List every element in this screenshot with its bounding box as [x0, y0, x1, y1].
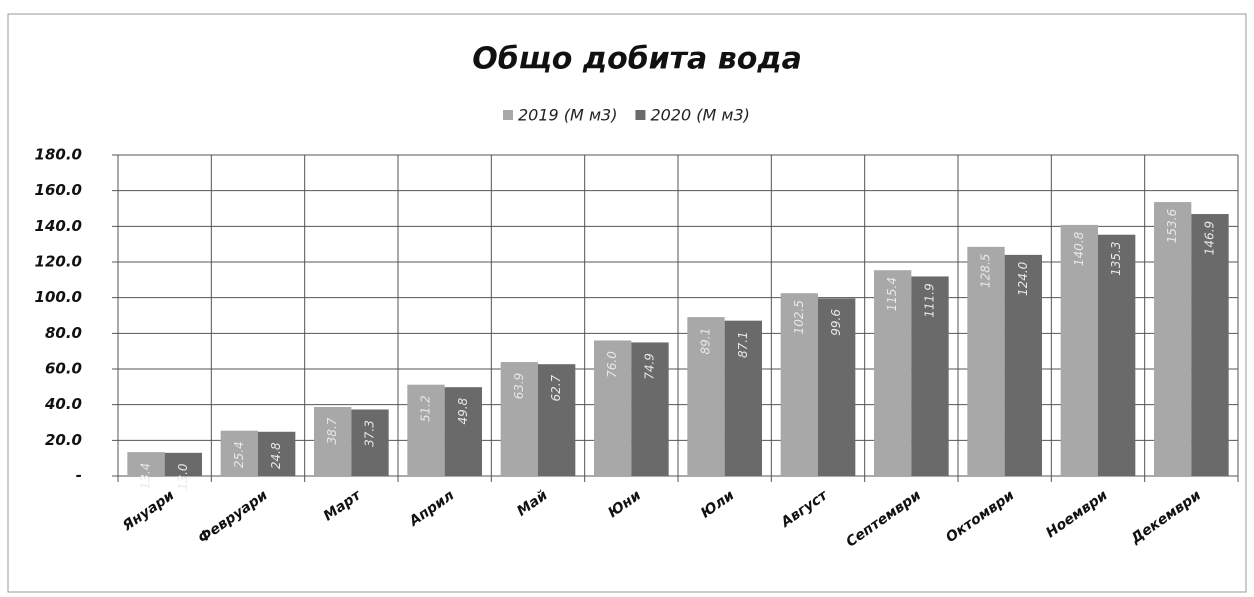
bar	[687, 317, 725, 476]
bar	[1060, 224, 1098, 476]
bar	[594, 340, 632, 476]
value-label: 146.9	[1203, 221, 1217, 255]
value-label: 128.5	[979, 254, 993, 288]
value-label: 25.4	[232, 441, 246, 468]
value-label: 153.6	[1165, 209, 1179, 244]
value-label: 62.7	[549, 374, 563, 401]
value-label: 13.4	[139, 463, 153, 490]
value-label: 140.8	[1072, 231, 1086, 266]
bar	[1004, 254, 1042, 476]
y-tick-label: 120.0	[35, 253, 82, 271]
bar	[1191, 214, 1229, 477]
y-tick-label: 160.0	[35, 181, 82, 199]
value-label: 74.9	[643, 353, 657, 380]
bar	[127, 452, 165, 476]
value-label: 111.9	[923, 283, 937, 317]
value-label: 115.4	[885, 277, 899, 311]
value-label: 38.7	[325, 417, 339, 444]
bar	[444, 387, 482, 476]
bar	[351, 409, 389, 476]
value-label: 13.0	[176, 463, 190, 490]
value-label: 124.0	[1016, 261, 1030, 296]
legend-swatch	[503, 110, 513, 120]
y-tick-label: 40.0	[44, 395, 82, 413]
value-label: 99.6	[829, 309, 843, 336]
value-label: 63.9	[512, 373, 526, 400]
value-label: 102.5	[792, 300, 806, 334]
bar	[258, 431, 296, 476]
bar	[874, 270, 912, 476]
bar	[1098, 234, 1136, 476]
bar	[407, 384, 445, 476]
legend-swatch	[635, 110, 646, 120]
y-tick-label: 80.0	[45, 324, 82, 342]
bar	[724, 320, 762, 476]
bar	[220, 430, 258, 476]
bar	[314, 406, 352, 476]
bar	[500, 362, 538, 476]
value-label: 89.1	[699, 328, 713, 355]
value-label: 24.8	[269, 442, 283, 469]
legend-label: 2020 (М м3)	[650, 106, 749, 125]
value-label: 49.8	[456, 397, 470, 424]
y-tick-label: 100.0	[35, 288, 82, 306]
y-tick-label: 140.0	[35, 217, 82, 235]
bar	[967, 246, 1005, 476]
value-label: 37.3	[363, 420, 377, 447]
y-tick-label: -	[76, 467, 82, 485]
bar	[780, 293, 818, 476]
value-label: 76.0	[605, 351, 619, 378]
bar	[1154, 202, 1192, 476]
y-tick-label: 180.0	[35, 146, 82, 164]
value-label: 51.2	[419, 395, 433, 422]
y-tick-label: 60.0	[45, 360, 82, 378]
bar	[631, 342, 669, 476]
y-tick-label: 20.0	[45, 431, 82, 449]
bar	[818, 298, 856, 476]
bar	[164, 452, 202, 476]
value-label: 87.1	[736, 331, 750, 358]
legend-label: 2019 (М м3)	[518, 106, 617, 125]
value-label: 135.3	[1109, 242, 1123, 276]
bar	[538, 364, 576, 476]
bar	[911, 276, 949, 476]
chart-title: Общо добита вода	[472, 42, 802, 77]
